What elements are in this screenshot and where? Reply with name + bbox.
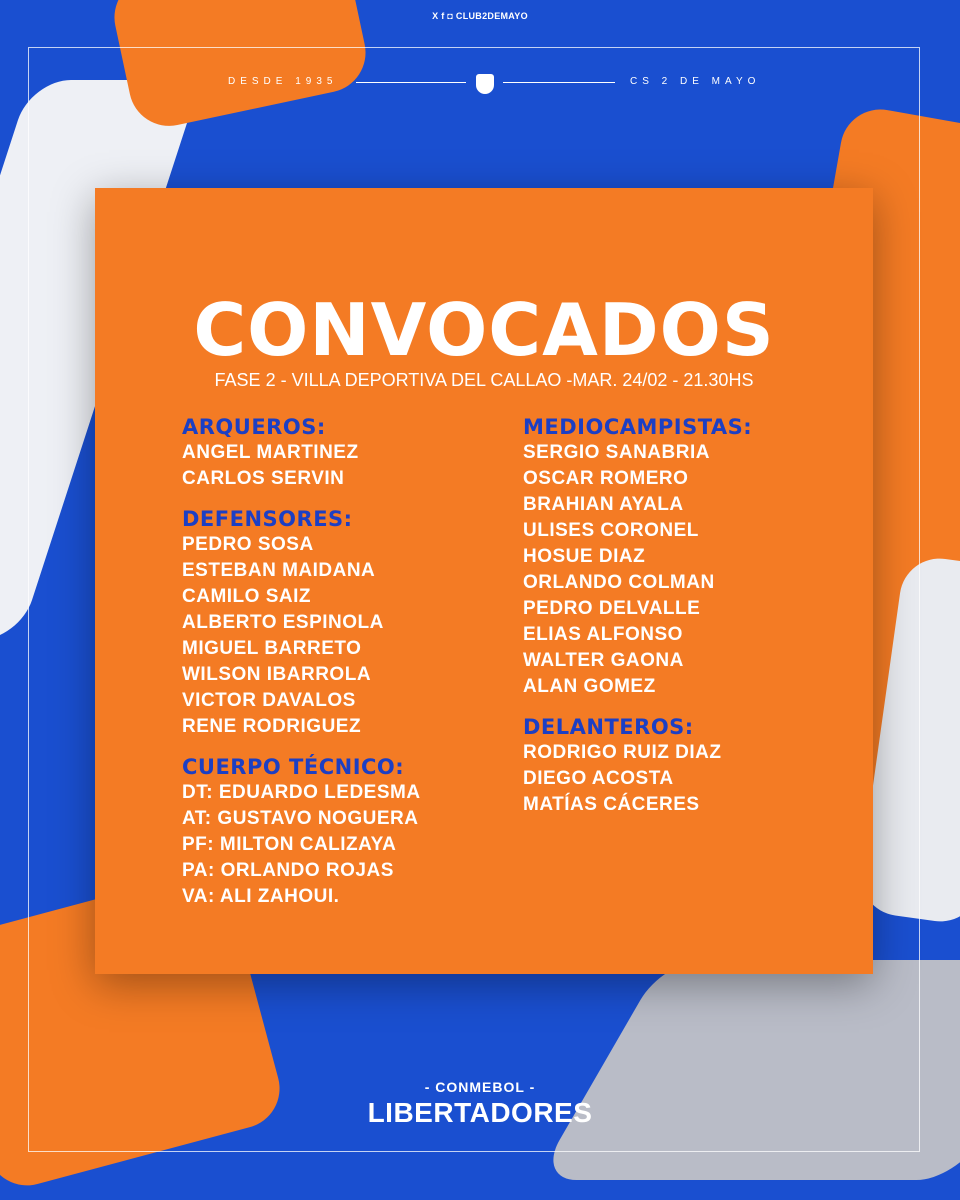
player: ALAN GOMEZ xyxy=(523,676,656,697)
section-defenders: DEFENSORES: PEDRO SOSA ESTEBAN MAIDANA C… xyxy=(182,506,421,740)
player: ANGEL MARTINEZ xyxy=(182,442,359,463)
section-heading: MEDIOCAMPISTAS: xyxy=(523,415,753,439)
player: ULISES CORONEL xyxy=(523,520,699,541)
logo-top-text: - CONMEBOL - xyxy=(424,1079,536,1095)
instagram-icon: ◘ xyxy=(447,11,454,21)
frame-border xyxy=(28,47,920,1152)
player: SERGIO SANABRIA xyxy=(523,442,710,463)
staff-member: AT: GUSTAVO NOGUERA xyxy=(182,808,419,829)
page-title: CONVOCADOS xyxy=(193,288,775,372)
player: CAMILO SAIZ xyxy=(182,586,311,607)
section-heading: ARQUEROS: xyxy=(182,415,326,439)
player: ALBERTO ESPINOLA xyxy=(182,612,384,633)
player: WILSON IBARROLA xyxy=(182,664,372,685)
staff-member: VA: ALI ZAHOUI. xyxy=(182,886,340,907)
club-name-text: CS 2 DE MAYO xyxy=(630,76,761,87)
club-crest-icon xyxy=(476,74,494,94)
player: ORLANDO COLMAN xyxy=(523,572,715,593)
section-heading: DELANTEROS: xyxy=(523,715,694,739)
section-forwards: DELANTEROS: RODRIGO RUIZ DIAZ DIEGO ACOS… xyxy=(523,714,752,818)
staff-member: PF: MILTON CALIZAYA xyxy=(182,834,397,855)
player: PEDRO SOSA xyxy=(182,534,314,555)
x-icon: X xyxy=(432,11,439,21)
player: MIGUEL BARRETO xyxy=(182,638,362,659)
player: ELIAS ALFONSO xyxy=(523,624,683,645)
divider xyxy=(503,82,615,83)
player: OSCAR ROMERO xyxy=(523,468,689,489)
player: ESTEBAN MAIDANA xyxy=(182,560,376,581)
player: RENE RODRIGUEZ xyxy=(182,716,362,737)
staff-member: PA: ORLANDO ROJAS xyxy=(182,860,394,881)
section-midfielders: MEDIOCAMPISTAS: SERGIO SANABRIA OSCAR RO… xyxy=(523,414,752,700)
player: MATÍAS CÁCERES xyxy=(523,794,700,815)
player: BRAHIAN AYALA xyxy=(523,494,684,515)
match-info: FASE 2 - VILLA DEPORTIVA DEL CALLAO -MAR… xyxy=(214,370,754,390)
section-goalkeepers: ARQUEROS: ANGEL MARTINEZ CARLOS SERVIN xyxy=(182,414,421,492)
right-column: MEDIOCAMPISTAS: SERGIO SANABRIA OSCAR RO… xyxy=(523,414,752,832)
squad-card: CONVOCADOS FASE 2 - VILLA DEPORTIVA DEL … xyxy=(95,188,873,974)
staff-member: DT: EDUARDO LEDESMA xyxy=(182,782,421,803)
social-handle: X f ◘ CLUB2DEMAYO xyxy=(432,11,528,21)
section-heading: CUERPO TÉCNICO: xyxy=(182,755,405,779)
top-bar: DESDE 1935 CS 2 DE MAYO xyxy=(0,74,960,94)
libertadores-logo: - CONMEBOL - LIBERTADORES xyxy=(0,1078,960,1130)
since-text: DESDE 1935 xyxy=(228,76,338,87)
player: CARLOS SERVIN xyxy=(182,468,345,489)
player: WALTER GAONA xyxy=(523,650,684,671)
player: HOSUE DIAZ xyxy=(523,546,646,567)
section-heading: DEFENSORES: xyxy=(182,507,353,531)
logo-bottom-text: LIBERTADORES xyxy=(367,1097,593,1128)
player: VICTOR DAVALOS xyxy=(182,690,356,711)
player: RODRIGO RUIZ DIAZ xyxy=(523,742,722,763)
facebook-icon: f xyxy=(441,11,445,21)
divider xyxy=(356,82,466,83)
player: PEDRO DELVALLE xyxy=(523,598,701,619)
section-coaching-staff: CUERPO TÉCNICO: DT: EDUARDO LEDESMA AT: … xyxy=(182,754,421,910)
player: DIEGO ACOSTA xyxy=(523,768,674,789)
left-column: ARQUEROS: ANGEL MARTINEZ CARLOS SERVIN D… xyxy=(182,414,421,924)
